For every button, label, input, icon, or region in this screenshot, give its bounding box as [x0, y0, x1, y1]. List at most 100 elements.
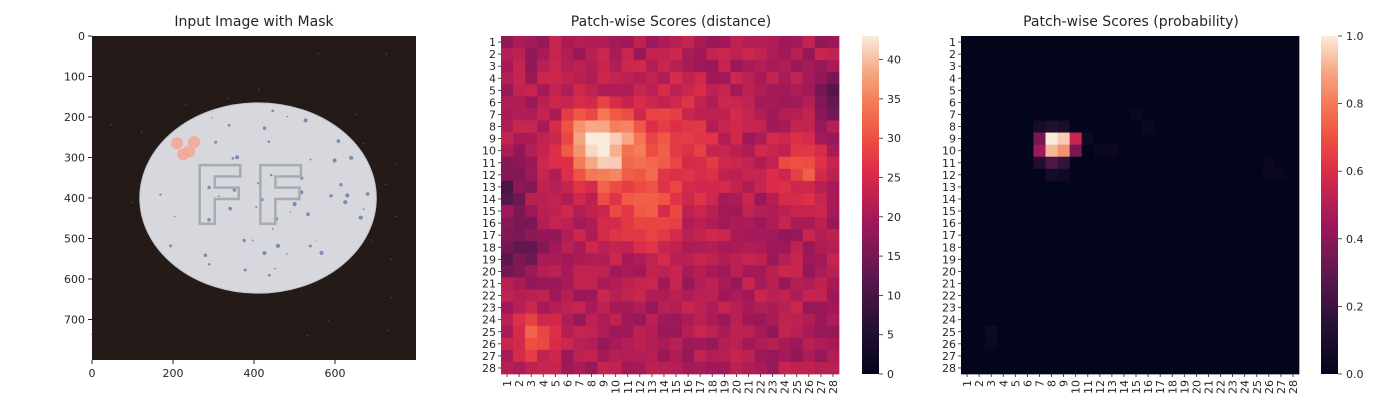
pill-spot [315, 240, 317, 242]
heatmap-cell [1009, 48, 1022, 61]
heatmap-cell [657, 192, 671, 206]
heatmap-cell [597, 265, 610, 278]
heatmap-cell [1190, 325, 1203, 339]
heatmap-cell [1069, 192, 1083, 206]
heatmap-cell [742, 325, 755, 339]
heatmap-cell [1081, 180, 1095, 194]
heatmap-cell [513, 361, 526, 375]
heatmap-cell [1238, 36, 1252, 49]
heatmap-cell [766, 253, 779, 266]
heatmap-cell [657, 205, 671, 218]
col-label: 25 [791, 380, 804, 394]
heatmap-cell [1117, 313, 1131, 327]
pill-spot [208, 262, 211, 266]
heatmap-cell [766, 72, 779, 85]
heatmap-cell [1166, 337, 1179, 351]
heatmap-cell [1178, 349, 1191, 363]
heatmap-cell [997, 48, 1010, 61]
heatmap-cell [682, 229, 695, 242]
heatmap-cell [657, 217, 671, 230]
heatmap-cell [1130, 265, 1143, 278]
heatmap-cell [549, 120, 562, 133]
heatmap-cell [1274, 60, 1288, 73]
col-label: 8 [1046, 380, 1059, 387]
heatmap-cell [549, 313, 562, 327]
heatmap-cell [1081, 205, 1095, 218]
heatmap-cell [754, 361, 767, 375]
heatmap-cell [1166, 277, 1179, 290]
row-label: 9 [949, 133, 956, 146]
heatmap-cell [682, 180, 695, 194]
heatmap-cell [1286, 180, 1300, 194]
heatmap-cell [513, 180, 526, 194]
heatmap-cell [778, 192, 792, 206]
heatmap-cell [742, 180, 755, 194]
heatmap-cell [525, 96, 538, 109]
colorbar-tick-label: 35 [887, 93, 901, 106]
col-label: 21 [1202, 380, 1215, 394]
heatmap-cell [513, 132, 526, 145]
heatmap-cell [585, 144, 598, 158]
heatmap-cell [1033, 132, 1046, 145]
heatmap-cell [585, 156, 598, 170]
heatmap-cell [561, 132, 574, 145]
y-tick-label: 700 [64, 314, 85, 327]
heatmap-cell [525, 156, 538, 170]
heatmap-cell [1274, 84, 1288, 97]
heatmap-cell [621, 265, 635, 278]
heatmap-cell [645, 36, 659, 49]
heatmap-cell [1238, 48, 1252, 61]
heatmap-cell [1142, 108, 1155, 121]
heatmap-cell [585, 120, 598, 133]
heatmap-cell [754, 229, 767, 242]
heatmap-cell [682, 253, 695, 266]
heatmap-cell [1262, 349, 1276, 363]
heatmap-cell [1178, 132, 1191, 145]
heatmap-cell [1057, 349, 1070, 363]
heatmap-cell [537, 337, 550, 351]
heatmap-cell [1226, 241, 1239, 254]
heatmap-cell [802, 96, 816, 109]
heatmap-cell [985, 156, 998, 170]
heatmap-cell [694, 265, 707, 278]
heatmap-cell [1166, 168, 1179, 182]
heatmap-cell [985, 313, 998, 327]
y-tick-label: 400 [64, 192, 85, 205]
heatmap-cell [621, 361, 635, 375]
heatmap-cell [657, 72, 671, 85]
heatmap-cell [609, 265, 623, 278]
speckle [227, 97, 230, 100]
heatmap-cell [778, 361, 792, 375]
heatmap-cell [997, 337, 1010, 351]
heatmap-cell [1093, 168, 1107, 182]
heatmap-cell [1286, 36, 1300, 49]
heatmap-cell [706, 108, 719, 121]
heatmap-cell [973, 96, 986, 109]
heatmap-cell [501, 72, 514, 85]
heatmap-cell [1250, 192, 1264, 206]
heatmap-cell [754, 253, 767, 266]
heatmap-cell [501, 120, 514, 133]
heatmap-cell [1130, 48, 1143, 61]
heatmap-cell [1081, 277, 1095, 290]
heatmap-cell [1190, 168, 1203, 182]
heatmap-cell [549, 168, 562, 182]
heatmap-cell [1214, 325, 1227, 339]
heatmap-cell [585, 265, 598, 278]
heatmap-cell [1045, 144, 1058, 158]
col-label: 22 [1215, 380, 1228, 394]
heatmap-cell [1190, 180, 1203, 194]
heatmap-cell [1250, 217, 1264, 230]
heatmap-cell [1093, 36, 1107, 49]
heatmap-cell [525, 205, 538, 218]
heatmap-cell [1190, 217, 1203, 230]
heatmap-cell [1214, 168, 1227, 182]
heatmap-cell [1274, 144, 1288, 158]
heatmap-cell [645, 72, 659, 85]
row-label: 23 [942, 302, 956, 315]
heatmap-cell [1105, 337, 1119, 351]
heatmap-cell [633, 180, 647, 194]
heatmap-cell [561, 48, 574, 61]
heatmap-cell [609, 241, 623, 254]
heatmap-cell [1021, 48, 1034, 61]
